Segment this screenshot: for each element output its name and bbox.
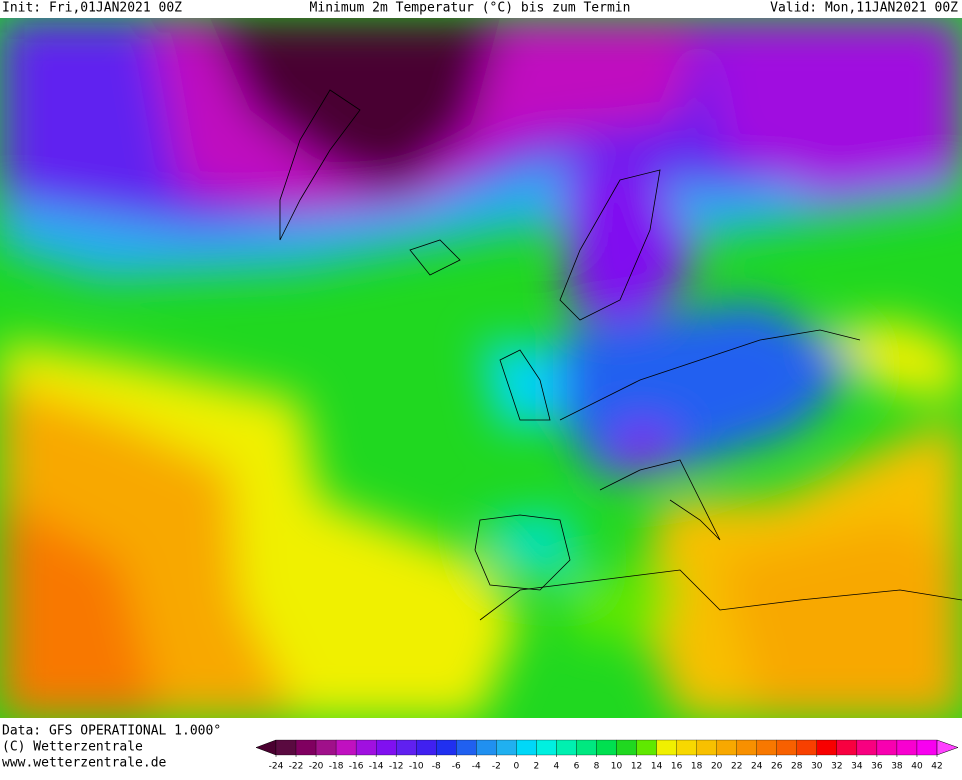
colorbar-swatch: [776, 739, 797, 756]
colorbar-tick-label: 42: [931, 762, 942, 772]
colorbar-tick-label: 28: [791, 762, 803, 772]
colorbar-arrow-left: [255, 739, 277, 756]
colorbar-tick-label: 2: [534, 762, 540, 772]
colorbar-tick-label: -24: [269, 762, 284, 772]
colorbar-tick-label: -10: [409, 762, 424, 772]
temperature-map: [0, 18, 962, 718]
colorbar-swatch: [295, 739, 317, 756]
colorbar-tick-label: 34: [851, 762, 863, 772]
colorbar-tick-label: -22: [289, 762, 304, 772]
colorbar-tick-label: -20: [309, 762, 324, 772]
data-source: Data: GFS OPERATIONAL 1.000°: [2, 724, 221, 739]
colorbar-swatch: [416, 739, 437, 756]
colorbar-tick-label: 14: [651, 762, 663, 772]
colorbar-tick-label: 0: [513, 762, 519, 772]
colorbar-tick-label: -2: [492, 762, 501, 772]
colorbar-tick-label: -4: [472, 762, 481, 772]
copyright: (C) Wetterzentrale: [2, 740, 143, 755]
colorbar-tick-label: -16: [349, 762, 364, 772]
colorbar-tick-label: 18: [691, 762, 703, 772]
colorbar-tick-label: 12: [631, 762, 642, 772]
colorbar-swatch: [315, 739, 337, 756]
colorbar-swatch: [436, 739, 457, 756]
colorbar-tick-label: 6: [574, 762, 580, 772]
colorbar-swatch: [916, 739, 938, 756]
colorbar-swatch: [335, 739, 357, 756]
colorbar-swatch: [736, 739, 757, 756]
coastlines: [279, 89, 962, 621]
colorbar-tick-label: 20: [711, 762, 723, 772]
colorbar-swatch: [836, 739, 858, 756]
colorbar-swatch: [275, 739, 297, 756]
colorbar-tick-label: -14: [369, 762, 384, 772]
colorbar-swatch: [355, 739, 377, 756]
colorbar-tick-label: -12: [389, 762, 404, 772]
colorbar-tick-label: 38: [891, 762, 903, 772]
colorbar-swatch: [716, 739, 737, 756]
colorbar-swatch: [476, 739, 497, 756]
colorbar-swatch: [636, 739, 657, 756]
colorbar-tick-label: 4: [554, 762, 560, 772]
colorbar-tick-label: 32: [831, 762, 842, 772]
colorbar-tick-label: 10: [611, 762, 623, 772]
colorbar-swatch: [496, 739, 517, 756]
colorbar-swatch: [576, 739, 597, 756]
colorbar-tick-label: 16: [671, 762, 683, 772]
colorbar-swatch: [856, 739, 878, 756]
init-label: Init: Fri,01JAN2021 00Z: [2, 1, 182, 16]
colorbar-tick-label: 40: [911, 762, 923, 772]
colorbar-tick-label: 36: [871, 762, 883, 772]
colorbar-tick-label: 30: [811, 762, 823, 772]
colorbar-swatch: [516, 739, 537, 756]
colorbar-swatch: [396, 739, 417, 756]
colorbar-swatch: [456, 739, 477, 756]
colorbar: -24 -22 -20 -18 -16 -14 -12 -10 -8 -6 -4 -2 0 2 4 6 8 10 1…: [255, 739, 959, 772]
colorbar-swatch: [556, 739, 577, 756]
map-title: Minimum 2m Temperatur (°C) bis zum Termi…: [310, 1, 631, 16]
colorbar-swatch: [376, 739, 397, 756]
colorbar-swatch: [596, 739, 617, 756]
colorbar-swatch: [756, 739, 777, 756]
colorbar-arrow-right: [936, 739, 959, 756]
colorbar-swatch: [676, 739, 697, 756]
colorbar-swatch: [816, 739, 837, 756]
colorbar-tick-label: 26: [771, 762, 783, 772]
colorbar-swatch: [896, 739, 918, 756]
colorbar-tick-label: 22: [731, 762, 742, 772]
colorbar-tick-label: -8: [432, 762, 441, 772]
colorbar-tick-label: 8: [594, 762, 600, 772]
colorbar-tick-label: -18: [329, 762, 344, 772]
colorbar-swatch: [696, 739, 717, 756]
colorbar-tick-label: -6: [452, 762, 461, 772]
colorbar-swatch: [796, 739, 817, 756]
valid-label: Valid: Mon,11JAN2021 00Z: [770, 1, 958, 16]
colorbar-swatch: [536, 739, 557, 756]
colorbar-swatch: [616, 739, 637, 756]
colorbar-swatch: [876, 739, 898, 756]
colorbar-swatch: [656, 739, 677, 756]
website: www.wetterzentrale.de: [2, 756, 167, 771]
colorbar-tick-label: 24: [751, 762, 763, 772]
